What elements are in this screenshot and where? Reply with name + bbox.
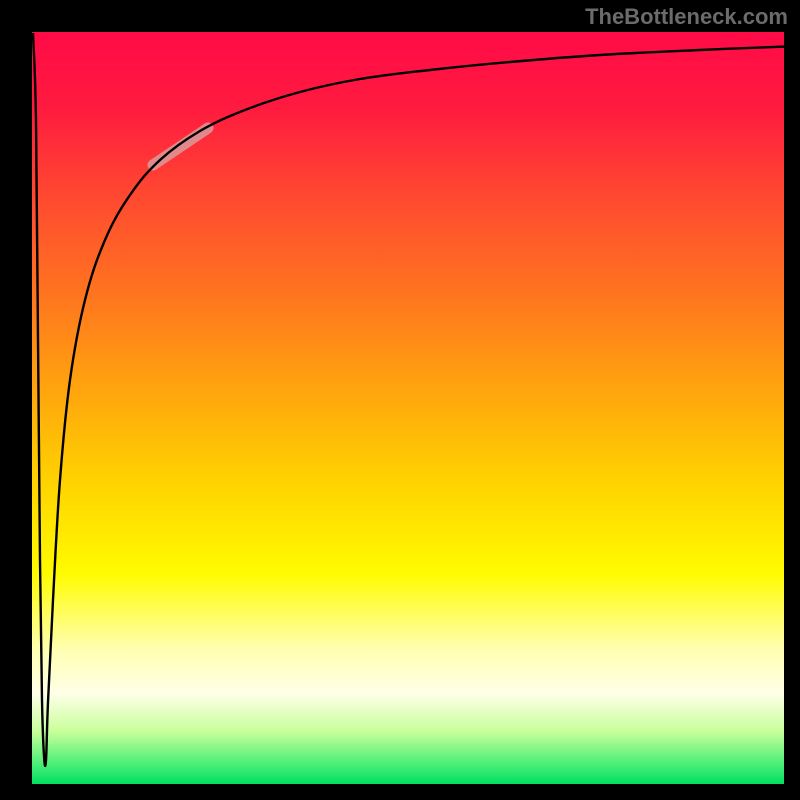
gradient-background bbox=[32, 32, 784, 784]
watermark-text: TheBottleneck.com bbox=[585, 4, 788, 30]
plot-area bbox=[32, 32, 784, 784]
